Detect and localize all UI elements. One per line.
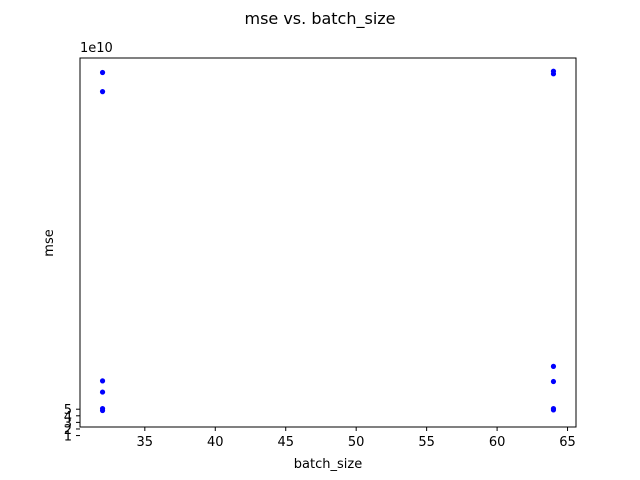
x-axis-label: batch_size [294, 457, 362, 472]
plot-frame [79, 57, 577, 428]
x-tick-label: 35 [137, 435, 154, 450]
y-axis-offset-label: 1e10 [80, 41, 113, 56]
x-axis: 35 40 45 50 55 60 65 [137, 427, 576, 450]
y-tick-label: 1 [64, 430, 72, 445]
data-point [99, 378, 106, 384]
y-tick-label: 5 [64, 403, 72, 418]
data-point [550, 378, 557, 385]
data-point [99, 407, 106, 414]
x-tick-label: 45 [277, 435, 294, 450]
data-point [550, 363, 557, 369]
x-tick-label: 50 [348, 435, 365, 450]
y-tick-label: 3 [64, 416, 72, 431]
data-point [99, 89, 106, 95]
data-point [99, 389, 106, 395]
y-tick-label: 4 [64, 410, 72, 425]
data-point [550, 71, 557, 77]
data-point [550, 407, 557, 413]
y-axis-label: mse [42, 229, 57, 256]
x-tick-label: 40 [207, 435, 224, 450]
x-tick-label: 65 [559, 435, 576, 450]
data-point [99, 69, 106, 76]
y-tick-label: 2 [64, 423, 72, 438]
x-tick-label: 60 [489, 435, 506, 450]
chart-title: mse vs. batch_size [244, 9, 395, 29]
data-points [99, 68, 557, 414]
x-tick-label: 55 [418, 435, 435, 450]
